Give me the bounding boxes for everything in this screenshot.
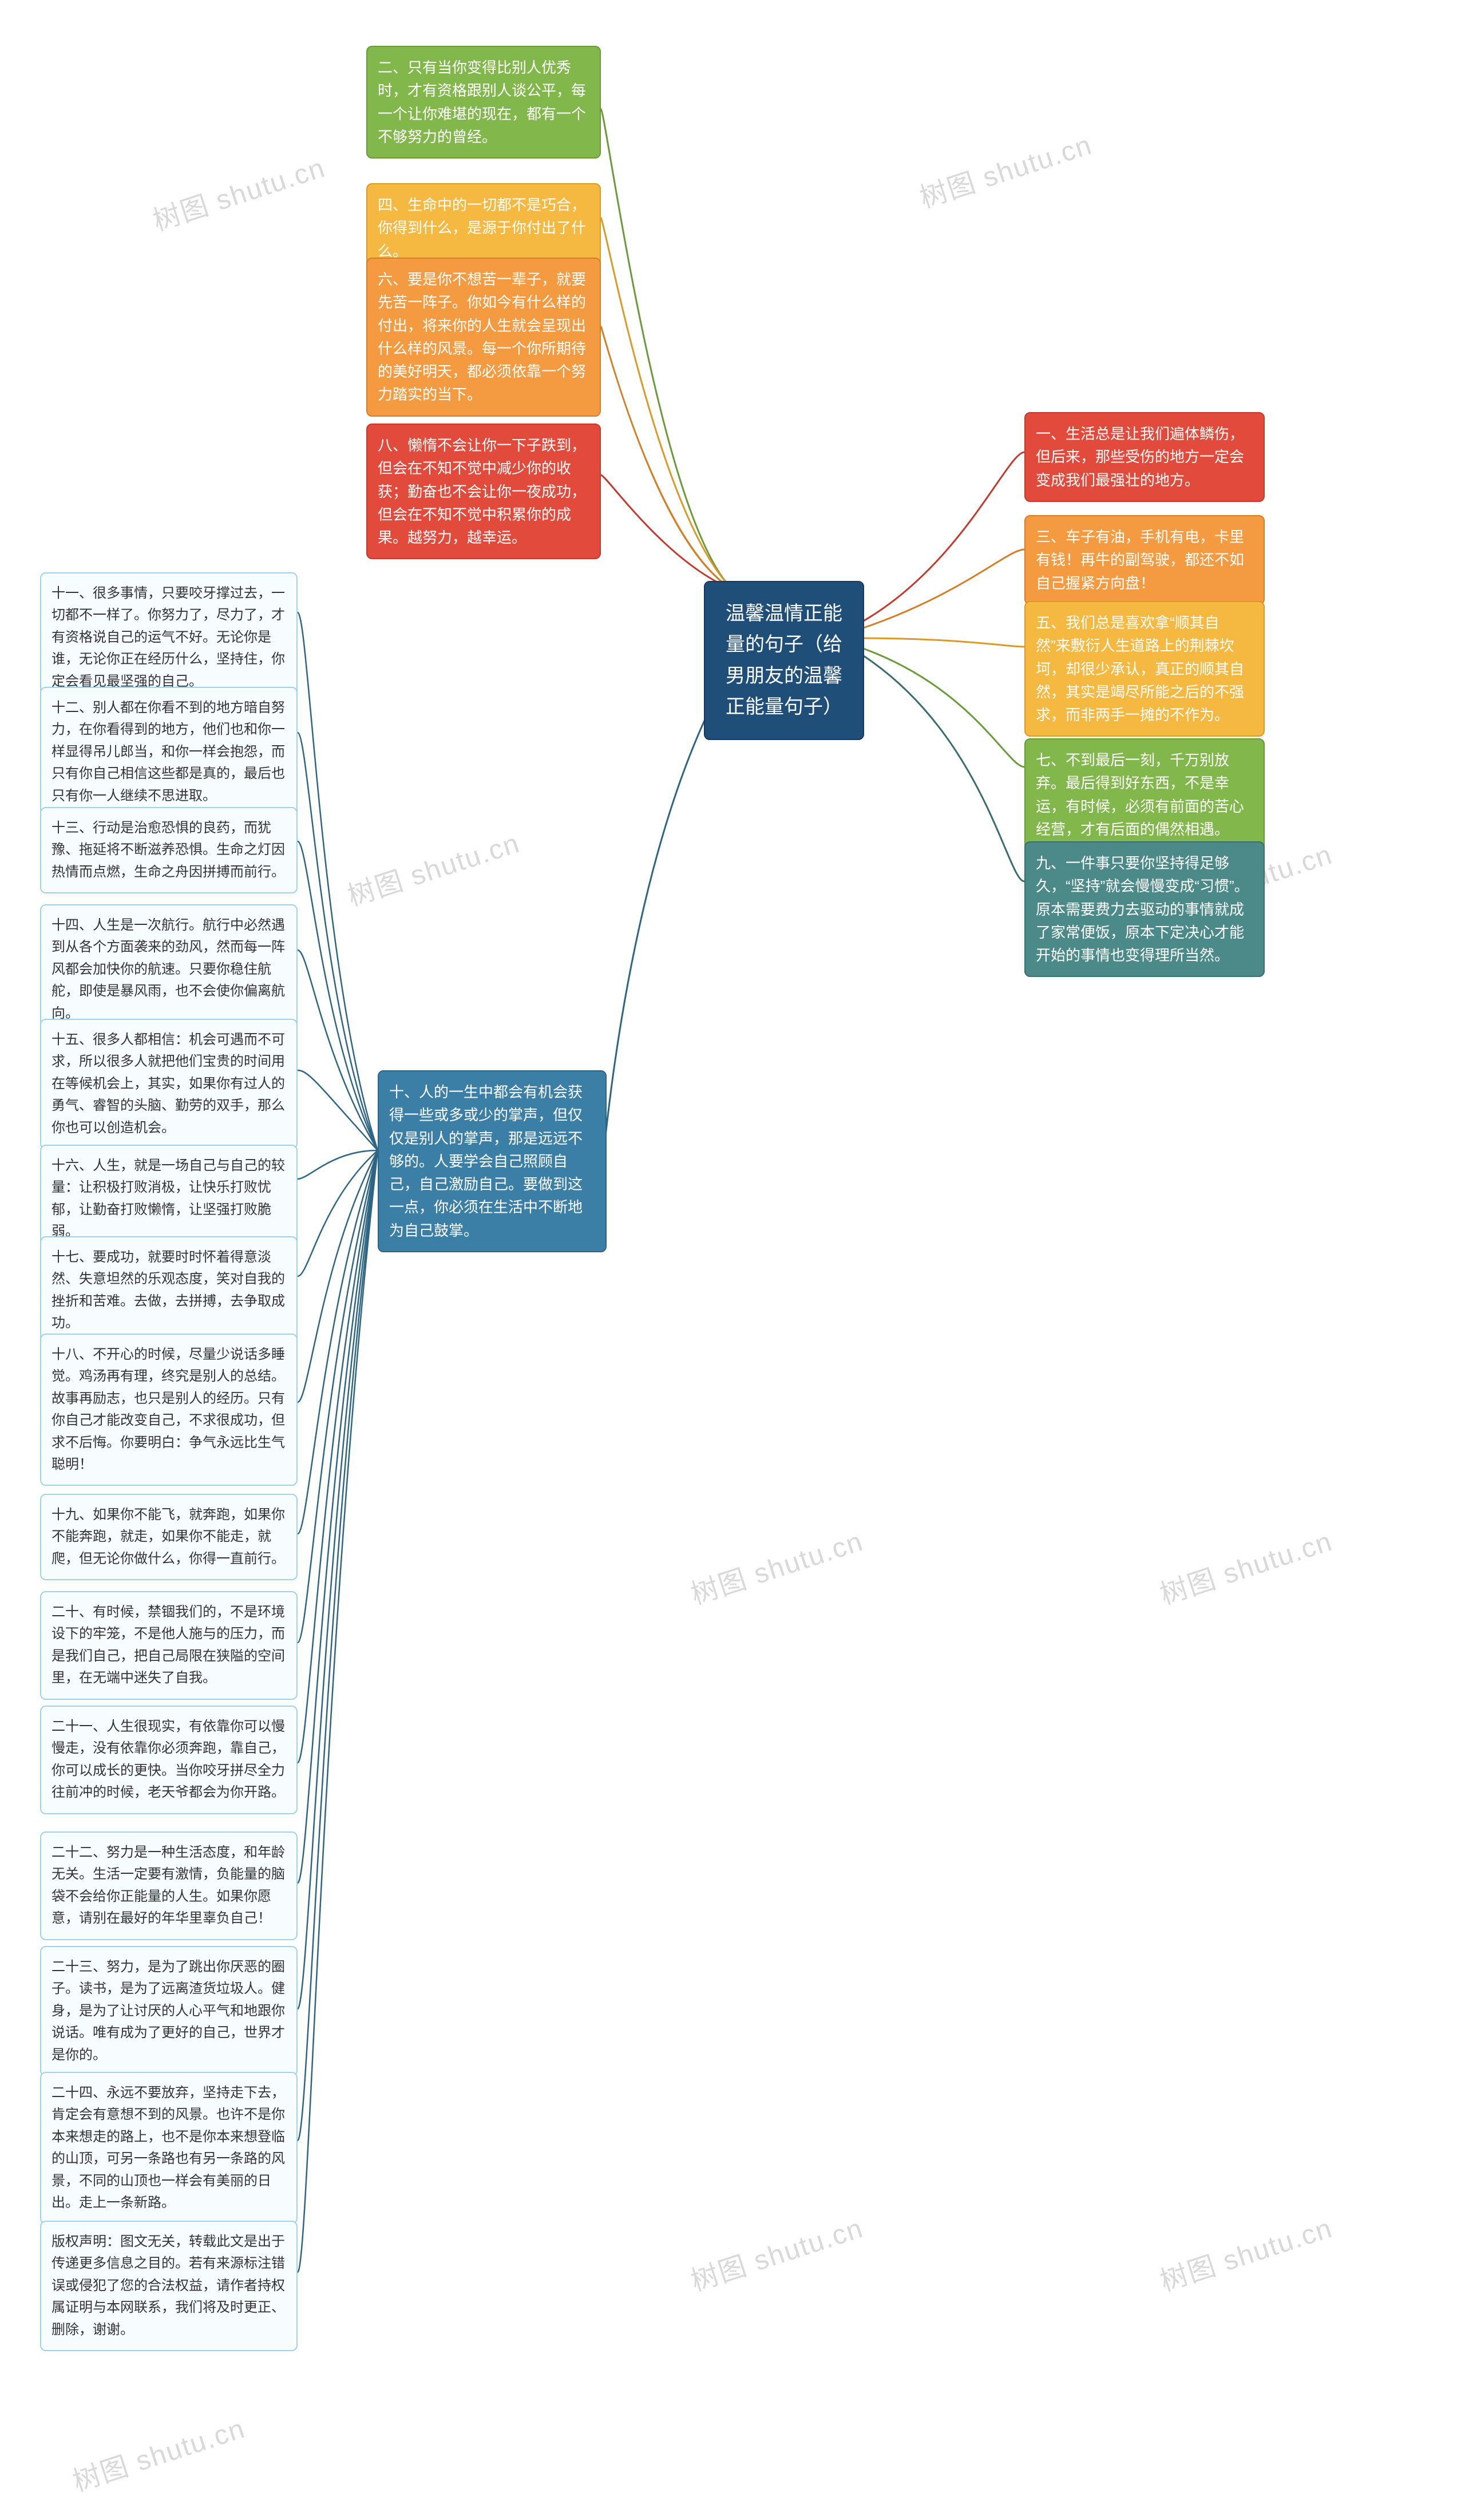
node-6: 六、要是你不想苦一辈子，就要先苦一阵子。你如今有什么样的付出，将来你的人生就会呈… — [366, 258, 601, 417]
node-17: 十七、要成功，就要时时怀着得意淡然、失意坦然的乐观态度，笑对自我的挫折和苦难。去… — [40, 1236, 298, 1345]
node-12: 十二、别人都在你看不到的地方暗自努力，在你看得到的地方，他们也和你一样显得吊儿郎… — [40, 687, 298, 817]
watermark: 树图 shutu.cn — [147, 145, 330, 238]
node-14: 十四、人生是一次航行。航行中必然遇到从各个方面袭来的劲风，然而每一阵风都会加快你… — [40, 904, 298, 1035]
node-copyright: 版权声明：图文无关，转载此文是出于传递更多信息之目的。若有来源标注错误或侵犯了您… — [40, 2221, 298, 2351]
node-18: 十八、不开心的时候，尽量少说话多睡觉。鸡汤再有理，终究是别人的总结。故事再励志，… — [40, 1334, 298, 1486]
mindmap-canvas: 树图 shutu.cn 树图 shutu.cn 树图 shutu.cn 树图 s… — [0, 0, 1465, 2520]
watermark: 树图 shutu.cn — [67, 2406, 250, 2499]
node-24: 二十四、永远不要放弃，坚持走下去，肯定会有意想不到的风景。也许不是你本来想走的路… — [40, 2072, 298, 2224]
watermark: 树图 shutu.cn — [1154, 2205, 1337, 2299]
node-3: 三、车子有油，手机有电，卡里有钱！再牛的副驾驶，都还不如自己握紧方向盘！ — [1024, 515, 1265, 605]
node-8: 八、懒惰不会让你一下子跌到，但会在不知不觉中减少你的收获；勤奋也不会让你一夜成功… — [366, 424, 601, 559]
watermark: 树图 shutu.cn — [914, 122, 1096, 215]
watermark: 树图 shutu.cn — [685, 1518, 868, 1612]
watermark: 树图 shutu.cn — [1154, 1518, 1337, 1612]
node-2: 二、只有当你变得比别人优秀时，才有资格跟别人谈公平，每一个让你难堪的现在，都有一… — [366, 46, 601, 159]
node-5: 五、我们总是喜欢拿“顺其自然”来敷衍人生道路上的荆棘坎坷，却很少承认，真正的顺其… — [1024, 601, 1265, 737]
node-21: 二十一、人生很现实，有依靠你可以慢慢走，没有依靠你必须奔跑，靠自己，你可以成长的… — [40, 1706, 298, 1814]
node-1: 一、生活总是让我们遍体鳞伤，但后来，那些受伤的地方一定会变成我们最强壮的地方。 — [1024, 412, 1265, 502]
node-7: 七、不到最后一刻，千万别放弃。最后得到好东西，不是幸运，有时候，必须有前面的苦心… — [1024, 738, 1265, 851]
node-19: 十九、如果你不能飞，就奔跑，如果你不能奔跑，就走，如果你不能走，就爬，但无论你做… — [40, 1494, 298, 1580]
node-15: 十五、很多人都相信：机会可遇而不可求，所以很多人就把他们宝贵的时间用在等候机会上… — [40, 1019, 298, 1149]
node-13: 十三、行动是治愈恐惧的良药，而犹豫、拖延将不断滋养恐惧。生命之灯因热情而点燃，生… — [40, 807, 298, 893]
node-9: 九、一件事只要你坚持得足够久，“坚持”就会慢慢变成“习惯”。原本需要费力去驱动的… — [1024, 841, 1265, 977]
node-10: 十、人的一生中都会有机会获得一些或多或少的掌声，但仅仅是别人的掌声，那是远远不够… — [378, 1070, 607, 1252]
root-node: 温馨温情正能量的句子（给男朋友的温馨正能量句子） — [704, 581, 864, 740]
node-11: 十一、很多事情，只要咬牙撑过去，一切都不一样了。你努力了，尽力了，才有资格说自己… — [40, 572, 298, 703]
node-22: 二十二、努力是一种生活态度，和年龄无关。生活一定要有激情，负能量的脑袋不会给你正… — [40, 1831, 298, 1940]
watermark: 树图 shutu.cn — [685, 2205, 868, 2299]
node-20: 二十、有时候，禁锢我们的，不是环境设下的牢笼，不是他人施与的压力，而是我们自己，… — [40, 1591, 298, 1700]
watermark: 树图 shutu.cn — [342, 820, 524, 913]
node-23: 二十三、努力，是为了跳出你厌恶的圈子。读书，是为了远离渣货垃圾人。健身，是为了让… — [40, 1946, 298, 2076]
